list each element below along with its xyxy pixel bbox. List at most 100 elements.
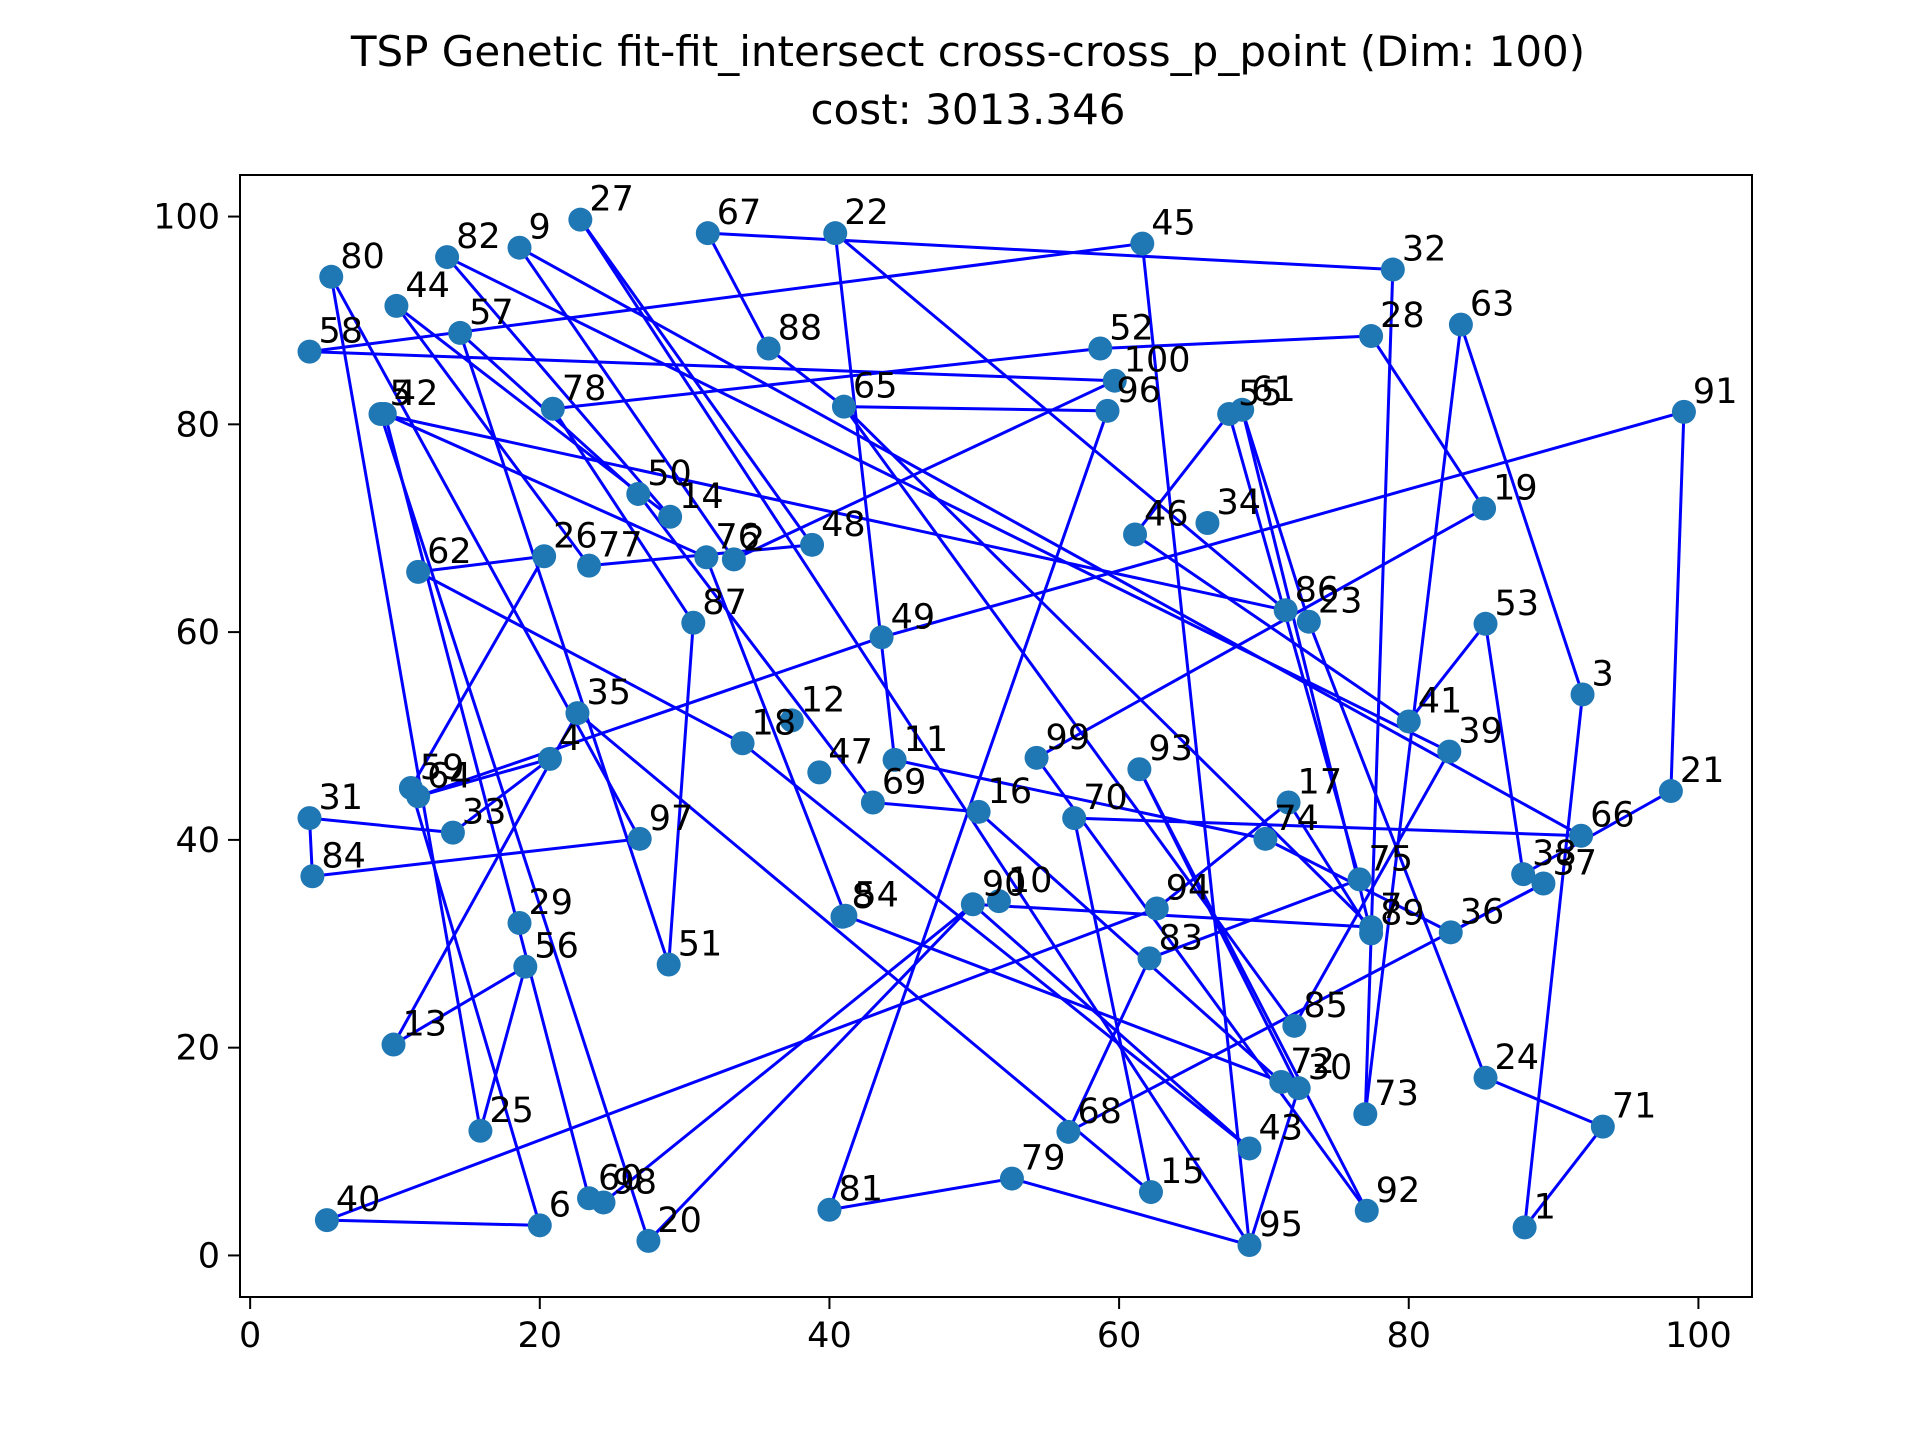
x-tick-label: 100 — [1665, 1316, 1732, 1356]
route-segment — [1133, 413, 1231, 536]
route-segment — [843, 405, 1108, 413]
city-label-25: 25 — [489, 1091, 534, 1131]
route-segment — [1523, 694, 1585, 1228]
city-label-32: 32 — [1402, 230, 1447, 270]
city-label-72: 72 — [1290, 1042, 1335, 1082]
city-label-66: 66 — [1590, 796, 1635, 836]
city-point-66 — [1569, 823, 1594, 848]
city-label-61: 61 — [1251, 370, 1296, 410]
city-label-56: 56 — [534, 927, 579, 967]
city-label-74: 74 — [1274, 799, 1319, 839]
route-segment — [1138, 768, 1369, 1212]
route-segment — [518, 246, 736, 561]
city-label-5: 5 — [389, 374, 411, 414]
route-segment — [417, 635, 883, 798]
city-point-64 — [406, 784, 431, 809]
city-point-89 — [1359, 921, 1384, 946]
city-label-84: 84 — [321, 836, 366, 876]
route-segment — [1072, 817, 1153, 1193]
city-label-51: 51 — [678, 925, 723, 965]
city-point-74 — [1253, 826, 1278, 851]
city-point-10 — [986, 889, 1011, 914]
route-segment — [972, 902, 1372, 929]
city-point-49 — [869, 625, 894, 650]
city-point-72 — [1269, 1069, 1294, 1094]
city-label-81: 81 — [838, 1170, 883, 1210]
route-segment — [1669, 411, 1686, 792]
city-point-51 — [656, 952, 681, 977]
city-label-89: 89 — [1380, 893, 1425, 933]
city-label-75: 75 — [1369, 839, 1414, 879]
city-label-63: 63 — [1470, 285, 1515, 325]
city-point-82 — [435, 245, 460, 270]
city-point-99 — [1024, 745, 1049, 770]
city-point-50 — [626, 481, 651, 506]
city-label-97: 97 — [649, 799, 694, 839]
city-point-1 — [1512, 1215, 1537, 1240]
city-label-14: 14 — [679, 477, 724, 517]
city-label-28: 28 — [1380, 296, 1425, 336]
city-label-87: 87 — [702, 583, 747, 623]
city-label-2: 2 — [743, 519, 765, 559]
route-segment — [326, 907, 1158, 1222]
city-label-48: 48 — [821, 505, 866, 545]
city-point-31 — [297, 806, 322, 831]
city-label-38: 38 — [1532, 834, 1577, 874]
city-label-57: 57 — [469, 293, 514, 333]
x-tick-label: 60 — [1097, 1316, 1142, 1356]
city-label-44: 44 — [405, 266, 450, 306]
city-label-71: 71 — [1612, 1087, 1657, 1127]
city-label-9: 9 — [529, 208, 551, 248]
route-segment — [1369, 335, 1486, 510]
chart-subtitle: cost: 3013.346 — [810, 85, 1125, 134]
route-segment — [667, 622, 695, 965]
city-point-44 — [384, 293, 409, 318]
city-label-37: 37 — [1552, 844, 1597, 884]
city-label-31: 31 — [319, 778, 364, 818]
city-point-15 — [1138, 1180, 1163, 1205]
city-label-99: 99 — [1046, 718, 1091, 758]
city-point-20 — [636, 1228, 661, 1253]
route-segment — [829, 1177, 1013, 1212]
city-label-94: 94 — [1166, 868, 1211, 908]
route-segment — [1240, 409, 1311, 623]
city-point-41 — [1396, 709, 1421, 734]
city-point-42 — [372, 401, 397, 426]
y-axis: 0 20 40 60 80 100 — [153, 198, 240, 1276]
city-label-3: 3 — [1592, 654, 1614, 694]
city-point-23 — [1296, 609, 1321, 634]
city-point-96 — [1095, 398, 1120, 423]
city-point-98 — [591, 1190, 616, 1215]
city-label-1: 1 — [1534, 1187, 1556, 1227]
city-point-77 — [577, 553, 602, 578]
chart-title: TSP Genetic fit-fit_intersect cross-cros… — [350, 27, 1585, 76]
city-point-24 — [1473, 1065, 1498, 1090]
city-point-97 — [627, 826, 652, 851]
city-label-96: 96 — [1117, 371, 1162, 411]
city-point-11 — [882, 747, 907, 772]
city-point-81 — [817, 1197, 842, 1222]
city-point-17 — [1276, 790, 1301, 815]
city-label-6: 6 — [549, 1185, 571, 1225]
route-segment — [395, 305, 591, 567]
route-segment — [417, 570, 744, 745]
city-label-13: 13 — [403, 1005, 448, 1045]
city-label-33: 33 — [462, 793, 507, 833]
city-point-18 — [730, 731, 755, 756]
city-point-19 — [1472, 496, 1497, 521]
city-label-17: 17 — [1298, 762, 1343, 802]
city-label-76: 76 — [715, 517, 760, 557]
city-point-21 — [1658, 779, 1683, 804]
city-point-53 — [1473, 611, 1498, 636]
city-label-47: 47 — [828, 732, 873, 772]
city-point-2 — [721, 547, 746, 572]
route-segment — [1067, 957, 1151, 1133]
city-point-34 — [1195, 511, 1220, 536]
city-label-34: 34 — [1216, 483, 1261, 523]
city-point-43 — [1237, 1136, 1262, 1161]
route-segment — [395, 304, 672, 518]
route-segment — [872, 800, 979, 814]
route-segment — [1011, 1177, 1250, 1247]
